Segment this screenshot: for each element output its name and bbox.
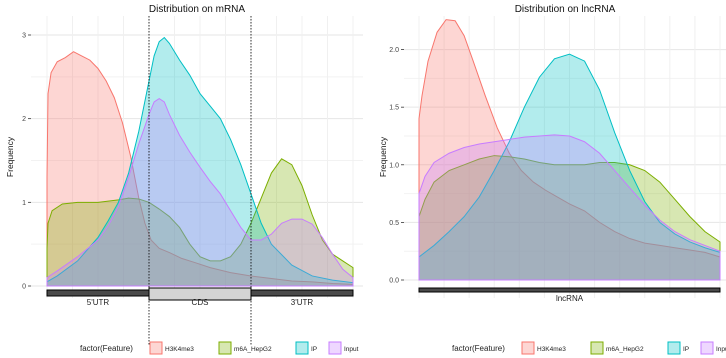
legend-key-input	[328, 341, 342, 355]
series-area-input	[418, 134, 721, 281]
series-area-input	[46, 97, 354, 287]
region-bar: 5'UTR CDS 3'UTR	[46, 287, 354, 307]
y-tick-label: 0.5	[389, 220, 399, 227]
series-area-h3k4me3	[418, 19, 721, 281]
region-label-5-utr: 5'UTR	[87, 298, 110, 307]
legend-key-h3k4me3	[149, 341, 163, 355]
y-tick-label: 2	[22, 116, 26, 123]
mrna-legend: factor(Feature) H3K4me3 m6A_HepG2 IP Input	[80, 341, 359, 355]
y-tick-label: 0.0	[389, 278, 399, 285]
series-area-ip	[418, 53, 721, 281]
legend-key-m6a-hepg2	[218, 341, 232, 355]
legend-label-input: Input	[344, 346, 359, 353]
legend-label-m6a-hepg2: m6A_HepG2	[234, 346, 272, 353]
legend-key-h3k4me3	[521, 341, 535, 355]
mrna-chart: 5'UTR CDS 3'UTR 0 1 2 3 Distribution on mRNA Fre…	[5, 4, 363, 345]
y-axis-label: Frequency	[5, 136, 15, 177]
region-bar: lncRNA	[418, 287, 721, 303]
region-label-lncrna: lncRNA	[556, 294, 584, 303]
region-label-3-utr: 3'UTR	[291, 298, 314, 307]
y-tick-label: 0	[22, 284, 26, 291]
legend-key-m6a-hepg2	[590, 341, 604, 355]
series-area-ip	[46, 36, 354, 287]
lncrna-legend: factor(Feature) H3K4me3 m6A_HepG2 IP Input	[452, 341, 726, 355]
region-label-cds: CDS	[192, 298, 209, 307]
legend-label-m6a-hepg2: m6A_HepG2	[606, 346, 644, 353]
y-axis-label: Frequency	[378, 136, 388, 177]
legend-key-ip	[667, 341, 681, 355]
legend-label-h3k4me3: H3K4me3	[165, 346, 194, 353]
region-box-lncrna	[418, 287, 721, 293]
y-tick-label: 2.0	[389, 47, 399, 54]
legend-label-ip: IP	[683, 346, 689, 353]
legend-label-input: Input	[716, 346, 726, 353]
series-area-m6a-hepg2	[46, 158, 354, 287]
legend-title: factor(Feature)	[80, 344, 133, 353]
chart-title: Distribution on mRNA	[149, 4, 245, 15]
y-tick-label: 1.0	[389, 162, 399, 169]
region-box-3-utr	[250, 289, 354, 297]
y-tick-label: 1	[22, 200, 26, 207]
series-area-h3k4me3	[46, 51, 354, 287]
y-tick-label: 3	[22, 33, 26, 40]
y-tick-label: 1.5	[389, 105, 399, 112]
legend-key-input	[700, 341, 714, 355]
legend-key-ip	[295, 341, 309, 355]
legend-label-h3k4me3: H3K4me3	[537, 346, 566, 353]
chart-title: Distribution on lncRNA	[515, 4, 616, 15]
series-area-m6a-hepg2	[418, 155, 721, 281]
legend-label-ip: IP	[311, 346, 317, 353]
region-box-5-utr	[46, 289, 150, 297]
lncrna-chart: lncRNA 0.0 0.5 1.0 1.5 2.0 Distribution on lnc…	[378, 4, 726, 303]
legend-title: factor(Feature)	[452, 344, 505, 353]
